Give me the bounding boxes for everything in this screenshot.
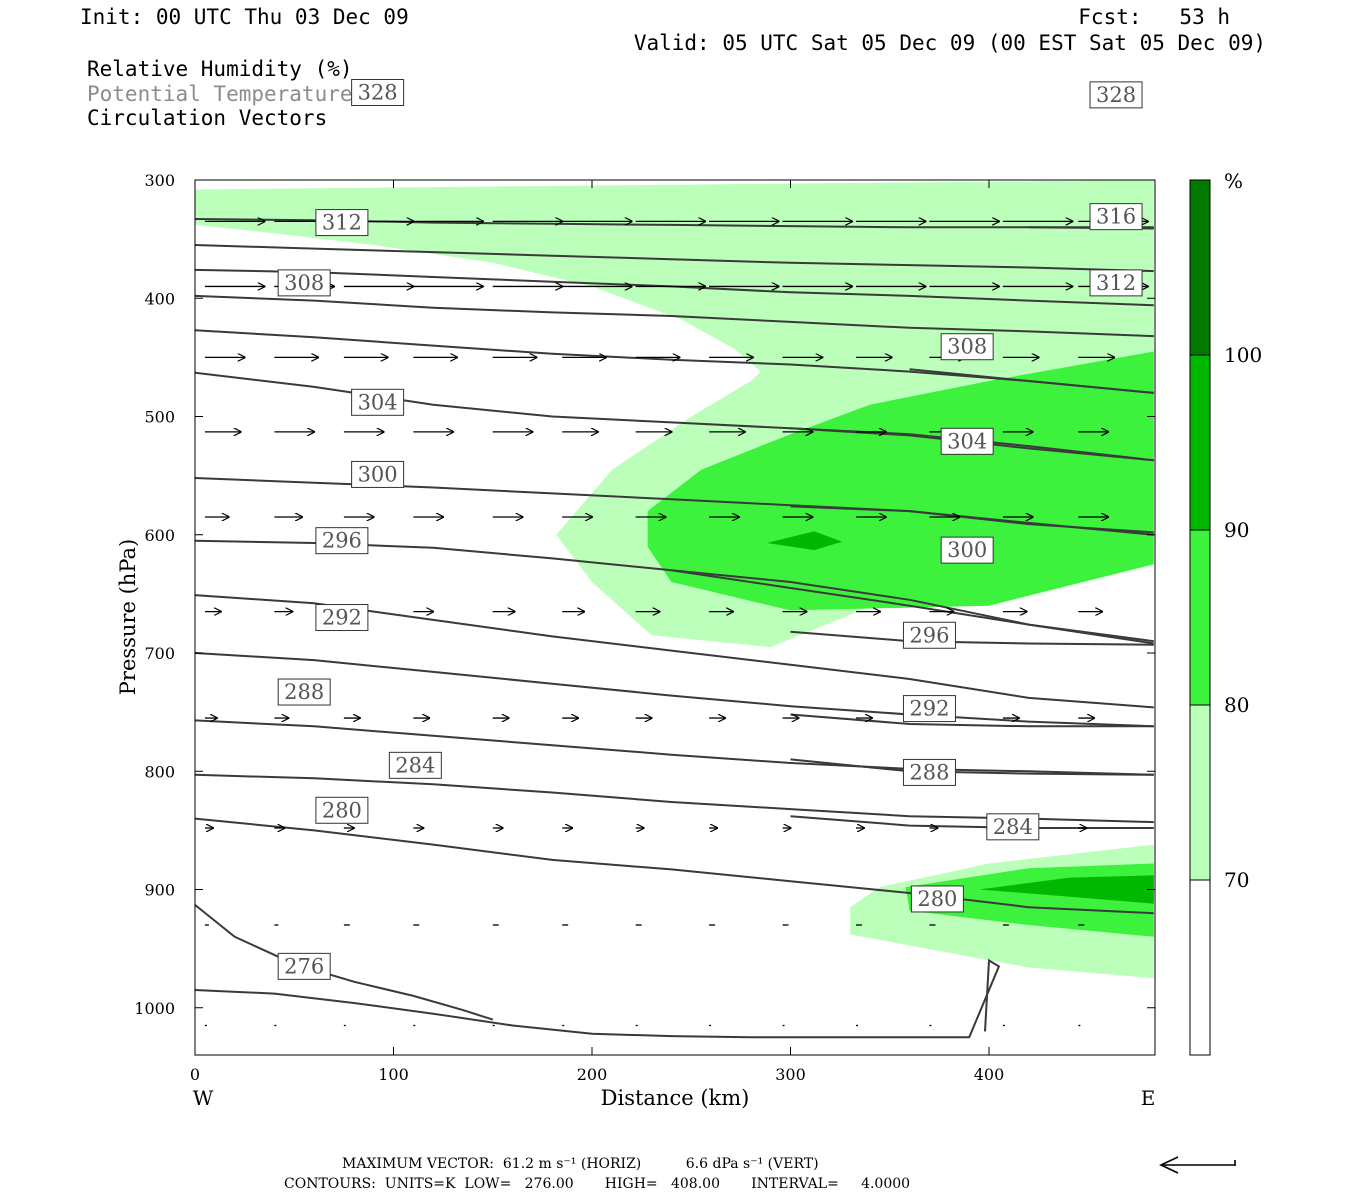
contour-label: 280: [322, 798, 362, 822]
contour-label-box: [902, 621, 956, 649]
colorbar-swatch: [1189, 704, 1211, 881]
theta-contour-312-18: [909, 368, 1154, 394]
contour-label: 304: [947, 429, 987, 453]
colorbar-level-label: 80: [1224, 693, 1249, 717]
x-tick-label: 200: [577, 1065, 608, 1084]
colorbar-level-label: 70: [1224, 868, 1249, 892]
y-tick-label: 500: [144, 408, 175, 427]
contour-label: 284: [993, 815, 1033, 839]
rh-region-90-3: [766, 531, 843, 551]
contour-label: 308: [284, 271, 324, 295]
theta-contour-276-0: [195, 904, 494, 1021]
theta-contour-316-19: [195, 294, 1154, 338]
contour-label-box: [351, 460, 405, 488]
theta-contour-280-2: [195, 817, 1154, 915]
contour-label-box: [940, 536, 994, 564]
contour-label-box: [1089, 203, 1143, 231]
contour-label-box: [351, 388, 405, 416]
contour-label-box: [940, 333, 994, 361]
rh-region-80-1: [647, 351, 1154, 611]
contour-label: 280: [917, 887, 957, 911]
contour-label-box: [1089, 269, 1143, 297]
y-tick-label: 900: [144, 881, 175, 900]
contour-label: 308: [947, 335, 987, 359]
y-tick-label: 800: [144, 762, 175, 781]
contour-label-box: [277, 952, 331, 980]
colorbar-swatch: [1189, 354, 1211, 531]
contour-label-box: [910, 885, 964, 913]
colorbar-swatch: [1189, 529, 1211, 706]
init-time: Init: 00 UTC Thu 03 Dec 09: [80, 5, 409, 29]
contour-label: 312: [1096, 271, 1136, 295]
contour-label-box: [388, 751, 442, 779]
contour-label: 316: [1096, 205, 1136, 229]
x-axis-title: Distance (km): [601, 1086, 750, 1110]
theta-contour-292-7: [195, 652, 1154, 728]
y-tick-label: 300: [144, 171, 175, 190]
valid-time: Valid: 05 UTC Sat 05 Dec 09 (00 EST Sat …: [633, 31, 1266, 55]
contour-label-box: [1089, 81, 1143, 109]
contour-label: 292: [322, 606, 362, 630]
colorbar-swatch: [1189, 179, 1211, 356]
theta-contour-296-10: [790, 630, 1154, 646]
contour-label-box: [902, 695, 956, 723]
legend-vectors: Circulation Vectors: [87, 106, 328, 130]
west-label: W: [193, 1086, 214, 1110]
contour-label: 300: [358, 462, 398, 486]
x-tick-label: 300: [775, 1065, 806, 1084]
contour-label-box: [315, 527, 369, 555]
contour-label-box: [315, 209, 369, 237]
contour-label: 304: [358, 390, 398, 414]
y-tick-label: 700: [144, 644, 175, 663]
contour-label: 312: [322, 211, 362, 235]
contour-label-box: [986, 813, 1040, 841]
colorbar-level-label: 100: [1224, 343, 1262, 367]
contour-label-box: [940, 427, 994, 455]
contour-label: 284: [395, 753, 435, 777]
colorbar-level-label: 90: [1224, 518, 1249, 542]
contour-label: 292: [909, 697, 949, 721]
contour-label: 328: [358, 80, 398, 104]
contour-label: 288: [909, 760, 949, 784]
contour-label-box: [277, 269, 331, 297]
theta-contour-288-6: [790, 758, 1154, 776]
forecast-hour: Fcst: 53 h: [1078, 5, 1230, 29]
east-label: E: [1141, 1086, 1156, 1110]
y-tick-label: 600: [144, 526, 175, 545]
y-tick-label: 400: [144, 289, 175, 308]
theta-contour-288-5: [195, 719, 1154, 776]
contour-label-box: [351, 78, 405, 106]
theta-contour-284-4: [790, 815, 1154, 829]
colorbar-swatch: [1189, 879, 1211, 1056]
contour-label: 288: [284, 680, 324, 704]
theta-contour-304-14: [790, 505, 1154, 534]
x-tick-label: 100: [378, 1065, 409, 1084]
y-axis-title: Pressure (hPa): [116, 539, 140, 695]
plot-frame: [194, 179, 1156, 1056]
contour-label-box: [277, 678, 331, 706]
max-vector-text: MAXIMUM VECTOR: 61.2 m s⁻¹ (HORIZ) 6.6 d…: [342, 1156, 819, 1172]
theta-contour-300-12: [671, 569, 1154, 643]
contour-label: 296: [322, 529, 362, 553]
legend-rh: Relative Humidity (%): [87, 57, 353, 81]
y-tick-label: 1000: [134, 999, 175, 1018]
contour-label: 296: [909, 623, 949, 647]
contour-label: 300: [947, 538, 987, 562]
contour-label-box: [315, 604, 369, 632]
contour-label-box: [902, 758, 956, 786]
colorbar-unit: %: [1224, 169, 1243, 193]
rh-region-90-4: [979, 875, 1154, 904]
x-tick-label: 400: [974, 1065, 1005, 1084]
contour-label-box: [315, 796, 369, 824]
contour-label: 276: [284, 954, 324, 978]
reference-vector-icon: [1159, 1156, 1236, 1174]
theta-contour-280-1: [195, 958, 1001, 1039]
theta-contour-292-8: [790, 713, 1154, 728]
contour-label: 328: [1096, 83, 1136, 107]
x-tick-label: 0: [190, 1065, 200, 1084]
contours-info-text: CONTOURS: UNITS=K LOW= 276.00 HIGH= 408.…: [284, 1176, 911, 1192]
theta-contour-unlabeled-21: [195, 244, 1154, 273]
